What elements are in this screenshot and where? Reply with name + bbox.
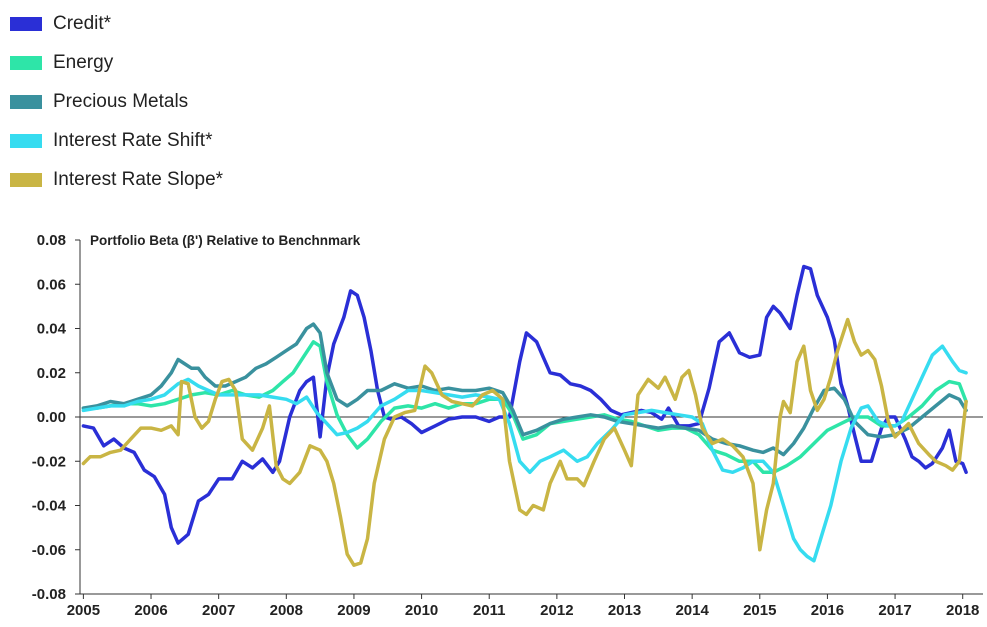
y-axis: 0.08 0.06 0.04 0.02 0.00 -0.02 -0.04 -0.06 -0.08 (32, 232, 983, 603)
legend-item-precious-metals: Precious Metals (10, 82, 223, 121)
series-line-credit (81, 264, 968, 545)
legend-label-energy: Energy (53, 51, 114, 73)
y-tick-label: -0.04 (32, 498, 67, 515)
y-tick-label: 0.06 (37, 276, 66, 293)
legend-label-precious-metals: Precious Metals (53, 90, 189, 112)
legend-item-credit: Credit* (10, 4, 223, 43)
x-tick-label: 2016 (811, 602, 844, 619)
legend-swatch-credit (10, 16, 42, 31)
y-tick-label: -0.06 (32, 542, 66, 559)
y-tick-label: 0.04 (37, 321, 67, 338)
x-tick-label: 2012 (540, 602, 573, 619)
x-tick-label: 2013 (608, 602, 641, 619)
y-tick-label: -0.02 (32, 453, 66, 470)
x-tick-label: 2009 (337, 602, 370, 619)
legend-item-interest-rate-slope: Interest Rate Slope* (10, 160, 223, 199)
legend-label-interest-rate-slope: Interest Rate Slope* (53, 168, 224, 190)
x-tick-label: 2018 (946, 602, 979, 619)
x-tick-label: 2007 (202, 602, 235, 619)
legend-item-interest-rate-shift: Interest Rate Shift* (10, 121, 223, 160)
y-tick-label: 0.02 (37, 365, 66, 382)
y-tick-label: 0.00 (37, 409, 66, 426)
x-tick-label: 2008 (270, 602, 303, 619)
series-line-interest-rate-shift (81, 344, 968, 563)
x-tick-label: 2005 (67, 602, 100, 619)
legend-swatch-interest-rate-slope (10, 172, 42, 187)
x-tick-label: 2017 (878, 602, 911, 619)
chart-legend: Credit* Energy Precious Metals Interest … (10, 4, 223, 199)
x-tick-label: 2006 (134, 602, 167, 619)
y-tick-label: -0.08 (32, 586, 66, 603)
legend-swatch-precious-metals (10, 94, 42, 109)
x-tick-label: 2015 (743, 602, 776, 619)
legend-label-interest-rate-shift: Interest Rate Shift* (53, 129, 213, 151)
y-tick-label: 0.08 (37, 232, 66, 249)
legend-item-energy: Energy (10, 43, 223, 82)
legend-label-credit: Credit* (53, 12, 112, 34)
legend-swatch-energy (10, 55, 42, 70)
x-tick-label: 2010 (405, 602, 438, 619)
series-layer (81, 264, 968, 567)
series-line-interest-rate-slope (81, 317, 968, 567)
legend-swatch-interest-rate-shift (10, 133, 42, 148)
x-tick-label: 2011 (473, 602, 506, 619)
x-axis: 2005 2006 2007 2008 2009 2010 2011 2012 2013 2014… (67, 593, 983, 619)
chart-title: Portfolio Beta (β') Relative to Benchnma… (90, 233, 361, 248)
x-tick-label: 2014 (675, 602, 709, 619)
